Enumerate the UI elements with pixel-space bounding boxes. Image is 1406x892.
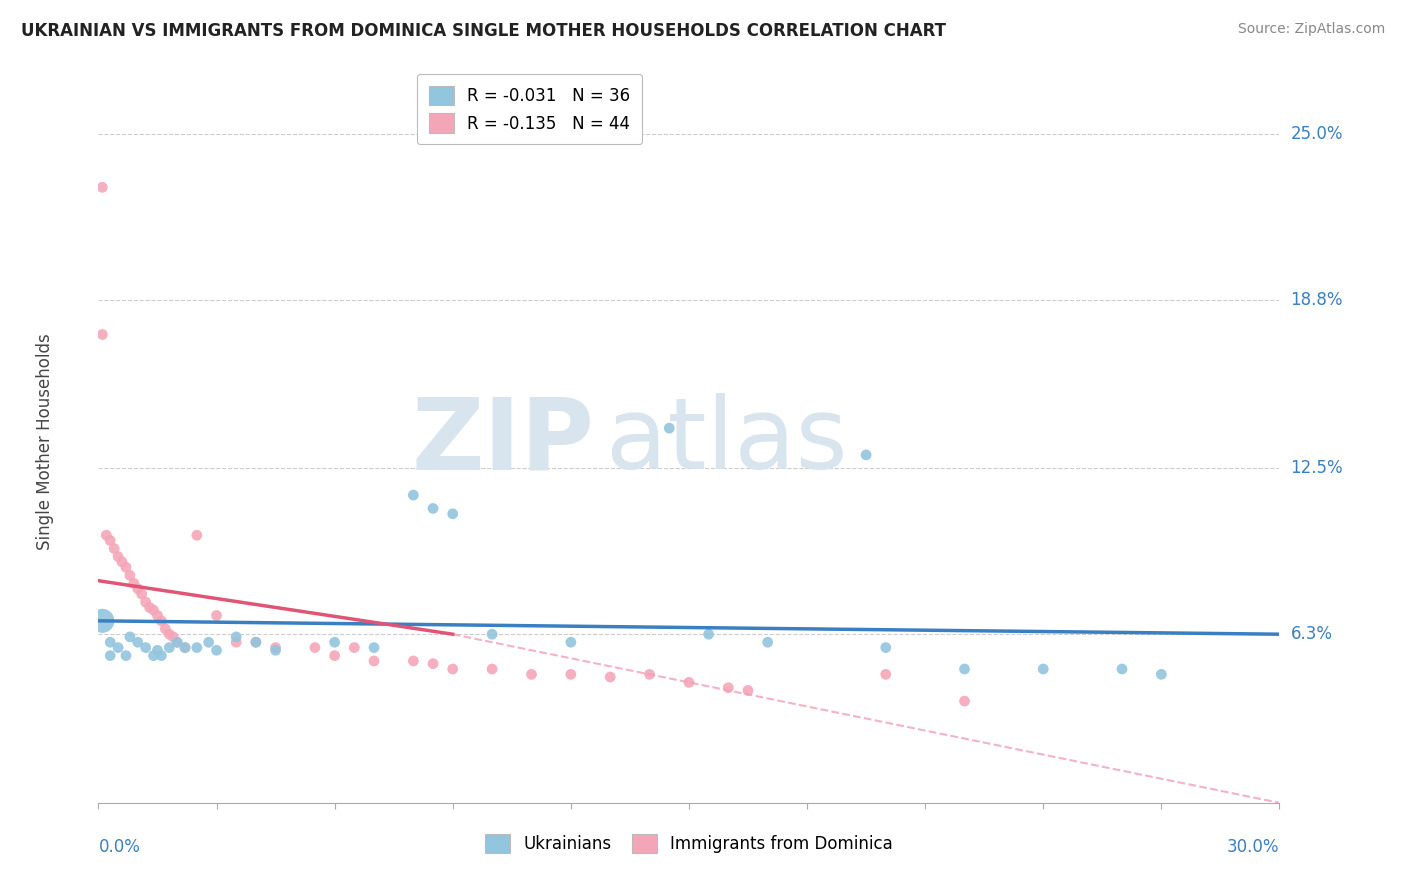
Point: [875, 640, 897, 655]
Point: [146, 643, 169, 657]
Point: [96, 528, 118, 542]
Point: [1032, 662, 1054, 676]
Point: [520, 667, 543, 681]
Point: [91, 180, 114, 194]
Point: [115, 560, 138, 574]
Point: [157, 627, 180, 641]
Point: [131, 587, 153, 601]
Point: [98, 648, 121, 663]
Point: [107, 549, 129, 564]
Point: [304, 640, 326, 655]
Point: [118, 568, 141, 582]
Point: [560, 667, 582, 681]
Point: [875, 667, 897, 681]
Point: [737, 683, 759, 698]
Point: [166, 635, 188, 649]
Point: [953, 694, 976, 708]
Point: [150, 614, 173, 628]
Point: [157, 640, 180, 655]
Point: [441, 507, 464, 521]
Text: Single Mother Households: Single Mother Households: [37, 334, 55, 549]
Point: [91, 614, 114, 628]
Text: 6.3%: 6.3%: [1291, 625, 1333, 643]
Point: [678, 675, 700, 690]
Point: [697, 627, 720, 641]
Point: [166, 635, 188, 649]
Point: [138, 600, 160, 615]
Point: [107, 640, 129, 655]
Point: [343, 640, 366, 655]
Point: [1111, 662, 1133, 676]
Text: atlas: atlas: [606, 393, 848, 490]
Point: [638, 667, 661, 681]
Point: [98, 635, 121, 649]
Point: [245, 635, 267, 649]
Text: 30.0%: 30.0%: [1227, 838, 1279, 855]
Point: [197, 635, 219, 649]
Point: [441, 662, 464, 676]
Point: [245, 635, 267, 649]
Point: [127, 635, 149, 649]
Point: [323, 635, 346, 649]
Point: [174, 640, 197, 655]
Point: [481, 627, 503, 641]
Point: [118, 630, 141, 644]
Point: [363, 640, 385, 655]
Point: [127, 582, 149, 596]
Text: UKRAINIAN VS IMMIGRANTS FROM DOMINICA SINGLE MOTHER HOUSEHOLDS CORRELATION CHART: UKRAINIAN VS IMMIGRANTS FROM DOMINICA SI…: [21, 22, 946, 40]
Text: 0.0%: 0.0%: [98, 838, 141, 855]
Point: [953, 662, 976, 676]
Point: [658, 421, 681, 435]
Point: [142, 648, 165, 663]
Point: [122, 576, 145, 591]
Point: [402, 654, 425, 668]
Point: [150, 648, 173, 663]
Text: 25.0%: 25.0%: [1291, 125, 1343, 143]
Point: [162, 630, 184, 644]
Point: [103, 541, 125, 556]
Point: [717, 681, 740, 695]
Point: [111, 555, 134, 569]
Point: [481, 662, 503, 676]
Point: [225, 635, 247, 649]
Text: Source: ZipAtlas.com: Source: ZipAtlas.com: [1237, 22, 1385, 37]
Point: [174, 640, 197, 655]
Point: [186, 528, 208, 542]
Point: [91, 327, 114, 342]
Point: [135, 595, 157, 609]
Point: [402, 488, 425, 502]
Point: [155, 622, 177, 636]
Point: [599, 670, 621, 684]
Point: [756, 635, 779, 649]
Point: [135, 640, 157, 655]
Point: [142, 603, 165, 617]
Point: [205, 643, 228, 657]
Text: 18.8%: 18.8%: [1291, 291, 1343, 309]
Point: [1150, 667, 1173, 681]
Point: [98, 533, 121, 548]
Text: 12.5%: 12.5%: [1291, 459, 1343, 477]
Point: [855, 448, 877, 462]
Text: ZIP: ZIP: [412, 393, 595, 490]
Point: [205, 608, 228, 623]
Point: [146, 608, 169, 623]
Point: [115, 648, 138, 663]
Point: [363, 654, 385, 668]
Point: [422, 501, 444, 516]
Legend: Ukrainians, Immigrants from Dominica: Ukrainians, Immigrants from Dominica: [478, 827, 900, 860]
Point: [560, 635, 582, 649]
Point: [186, 640, 208, 655]
Point: [422, 657, 444, 671]
Point: [225, 630, 247, 644]
Point: [264, 640, 287, 655]
Point: [264, 643, 287, 657]
Point: [323, 648, 346, 663]
